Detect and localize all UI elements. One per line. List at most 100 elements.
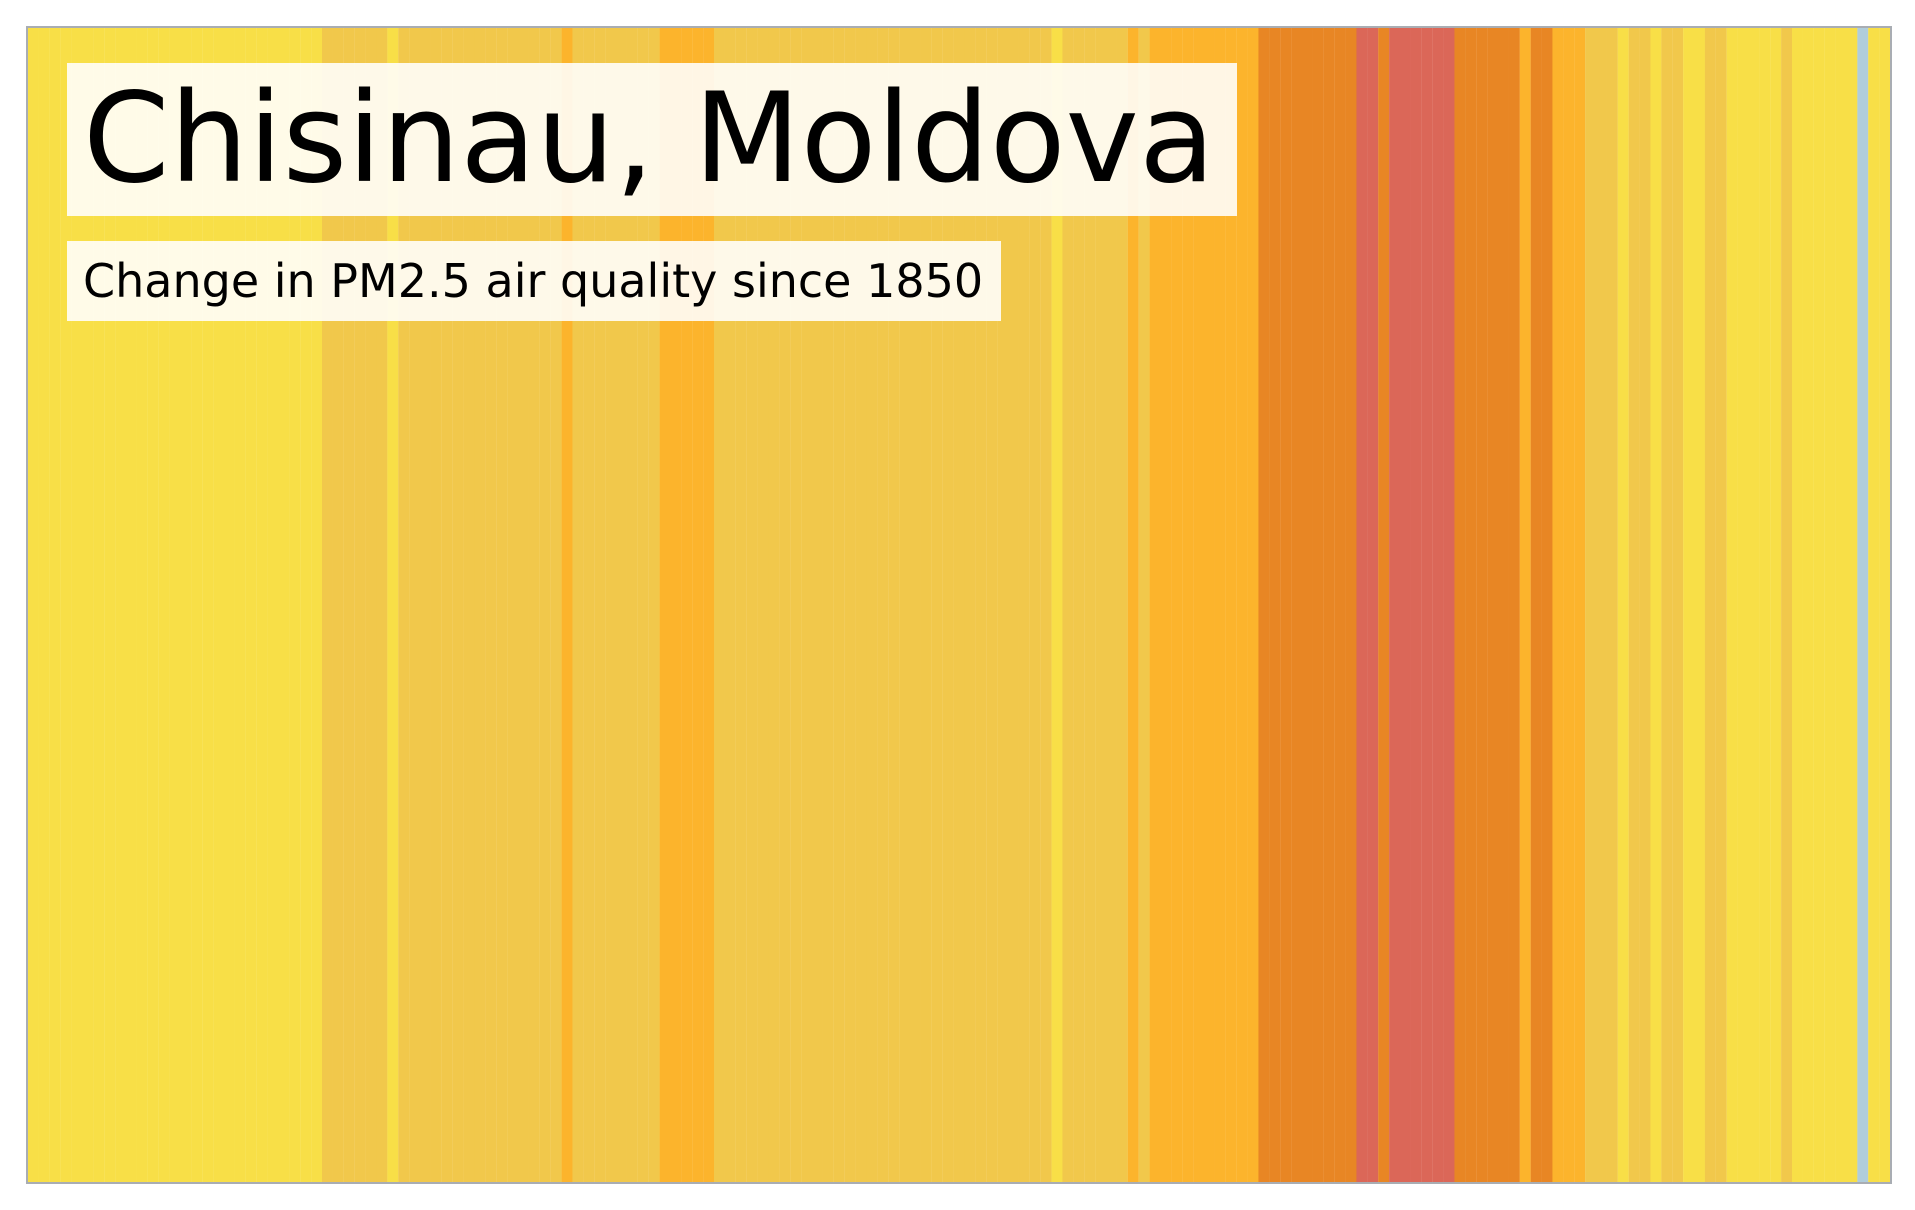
stripe-1956 bbox=[1182, 28, 1194, 1182]
stripe-2004 bbox=[1704, 28, 1716, 1182]
stripe-1858 bbox=[115, 28, 127, 1182]
stripe-1868 bbox=[224, 28, 235, 1182]
stripe-1893 bbox=[496, 28, 508, 1182]
stripe-1945 bbox=[1062, 28, 1074, 1182]
stripe-1880 bbox=[354, 28, 366, 1182]
stripe-1940 bbox=[1008, 28, 1019, 1182]
stripe-1925 bbox=[844, 28, 856, 1182]
stripe-1978 bbox=[1421, 28, 1433, 1182]
stripe-1970 bbox=[1334, 28, 1346, 1182]
stripe-2008 bbox=[1748, 28, 1760, 1182]
stripe-1905 bbox=[626, 28, 638, 1182]
stripe-1931 bbox=[910, 28, 921, 1182]
stripe-1947 bbox=[1084, 28, 1096, 1182]
stripe-1990 bbox=[1552, 28, 1564, 1182]
stripe-1909 bbox=[670, 28, 682, 1182]
stripe-2018 bbox=[1857, 28, 1869, 1182]
stripe-1979 bbox=[1432, 28, 1444, 1182]
chart-title: Chisinau, Moldova bbox=[67, 63, 1237, 216]
stripe-1878 bbox=[332, 28, 344, 1182]
stripe-2001 bbox=[1672, 28, 1684, 1182]
stripe-1910 bbox=[681, 28, 693, 1182]
stripe-1891 bbox=[474, 28, 486, 1182]
stripe-1918 bbox=[768, 28, 780, 1182]
stripe-1867 bbox=[213, 28, 225, 1182]
stripe-1951 bbox=[1127, 28, 1139, 1182]
stripe-1898 bbox=[550, 28, 562, 1182]
stripe-1921 bbox=[801, 28, 813, 1182]
stripes-chart bbox=[26, 26, 1892, 1184]
stripe-1966 bbox=[1291, 28, 1303, 1182]
stripe-1943 bbox=[1040, 28, 1052, 1182]
stripe-2014 bbox=[1813, 28, 1825, 1182]
stripe-1959 bbox=[1214, 28, 1226, 1182]
stripe-1955 bbox=[1171, 28, 1183, 1182]
stripe-1903 bbox=[605, 28, 617, 1182]
stripe-1912 bbox=[703, 28, 715, 1182]
stripe-1992 bbox=[1574, 28, 1586, 1182]
stripe-1882 bbox=[376, 28, 388, 1182]
stripe-1964 bbox=[1269, 28, 1281, 1182]
stripe-1859 bbox=[126, 28, 137, 1182]
stripe-1915 bbox=[735, 28, 747, 1182]
stripe-1869 bbox=[234, 28, 246, 1182]
stripe-1969 bbox=[1323, 28, 1335, 1182]
stripe-1939 bbox=[997, 28, 1009, 1182]
stripe-2006 bbox=[1726, 28, 1738, 1182]
stripe-1919 bbox=[779, 28, 791, 1182]
stripe-1916 bbox=[746, 28, 758, 1182]
stripe-2015 bbox=[1824, 28, 1836, 1182]
stripe-1963 bbox=[1258, 28, 1270, 1182]
stripe-1977 bbox=[1410, 28, 1422, 1182]
stripe-2000 bbox=[1661, 28, 1673, 1182]
stripe-1965 bbox=[1280, 28, 1292, 1182]
stripe-1872 bbox=[267, 28, 279, 1182]
stripe-1864 bbox=[180, 28, 192, 1182]
stripe-1890 bbox=[463, 28, 475, 1182]
stripe-1857 bbox=[104, 28, 116, 1182]
stripe-1968 bbox=[1312, 28, 1324, 1182]
stripe-1988 bbox=[1530, 28, 1542, 1182]
stripe-1922 bbox=[811, 28, 823, 1182]
stripe-2013 bbox=[1802, 28, 1814, 1182]
stripe-1944 bbox=[1051, 28, 1063, 1182]
stripe-1971 bbox=[1345, 28, 1357, 1182]
stripe-1884 bbox=[398, 28, 410, 1182]
stripe-1930 bbox=[899, 28, 911, 1182]
stripe-1883 bbox=[387, 28, 399, 1182]
stripe-1949 bbox=[1106, 28, 1117, 1182]
stripe-1888 bbox=[441, 28, 453, 1182]
stripe-1942 bbox=[1029, 28, 1041, 1182]
stripe-2016 bbox=[1835, 28, 1847, 1182]
stripe-1923 bbox=[822, 28, 834, 1182]
stripe-2007 bbox=[1737, 28, 1749, 1182]
stripe-1887 bbox=[430, 28, 442, 1182]
stripe-1938 bbox=[986, 28, 998, 1182]
stripe-1871 bbox=[256, 28, 268, 1182]
stripe-1889 bbox=[452, 28, 464, 1182]
stripe-1952 bbox=[1138, 28, 1150, 1182]
stripe-1984 bbox=[1487, 28, 1499, 1182]
stripe-1972 bbox=[1356, 28, 1368, 1182]
stripe-1886 bbox=[419, 28, 431, 1182]
stripe-1914 bbox=[724, 28, 736, 1182]
stripe-2012 bbox=[1792, 28, 1803, 1182]
stripe-1924 bbox=[833, 28, 845, 1182]
stripe-1860 bbox=[136, 28, 148, 1182]
stripe-1913 bbox=[714, 28, 725, 1182]
stripe-1987 bbox=[1519, 28, 1531, 1182]
stripe-1933 bbox=[931, 28, 943, 1182]
stripes-plot-area bbox=[28, 28, 1890, 1182]
stripe-1946 bbox=[1073, 28, 1085, 1182]
stripe-1901 bbox=[583, 28, 595, 1182]
stripe-1958 bbox=[1204, 28, 1215, 1182]
stripe-1870 bbox=[245, 28, 257, 1182]
stripe-1995 bbox=[1606, 28, 1618, 1182]
stripe-1881 bbox=[365, 28, 377, 1182]
stripe-1911 bbox=[692, 28, 704, 1182]
stripe-1855 bbox=[82, 28, 94, 1182]
stripe-1974 bbox=[1378, 28, 1390, 1182]
chart-subtitle: Change in PM2.5 air quality since 1850 bbox=[67, 241, 1002, 321]
stripe-1892 bbox=[485, 28, 497, 1182]
stripe-1875 bbox=[300, 28, 312, 1182]
